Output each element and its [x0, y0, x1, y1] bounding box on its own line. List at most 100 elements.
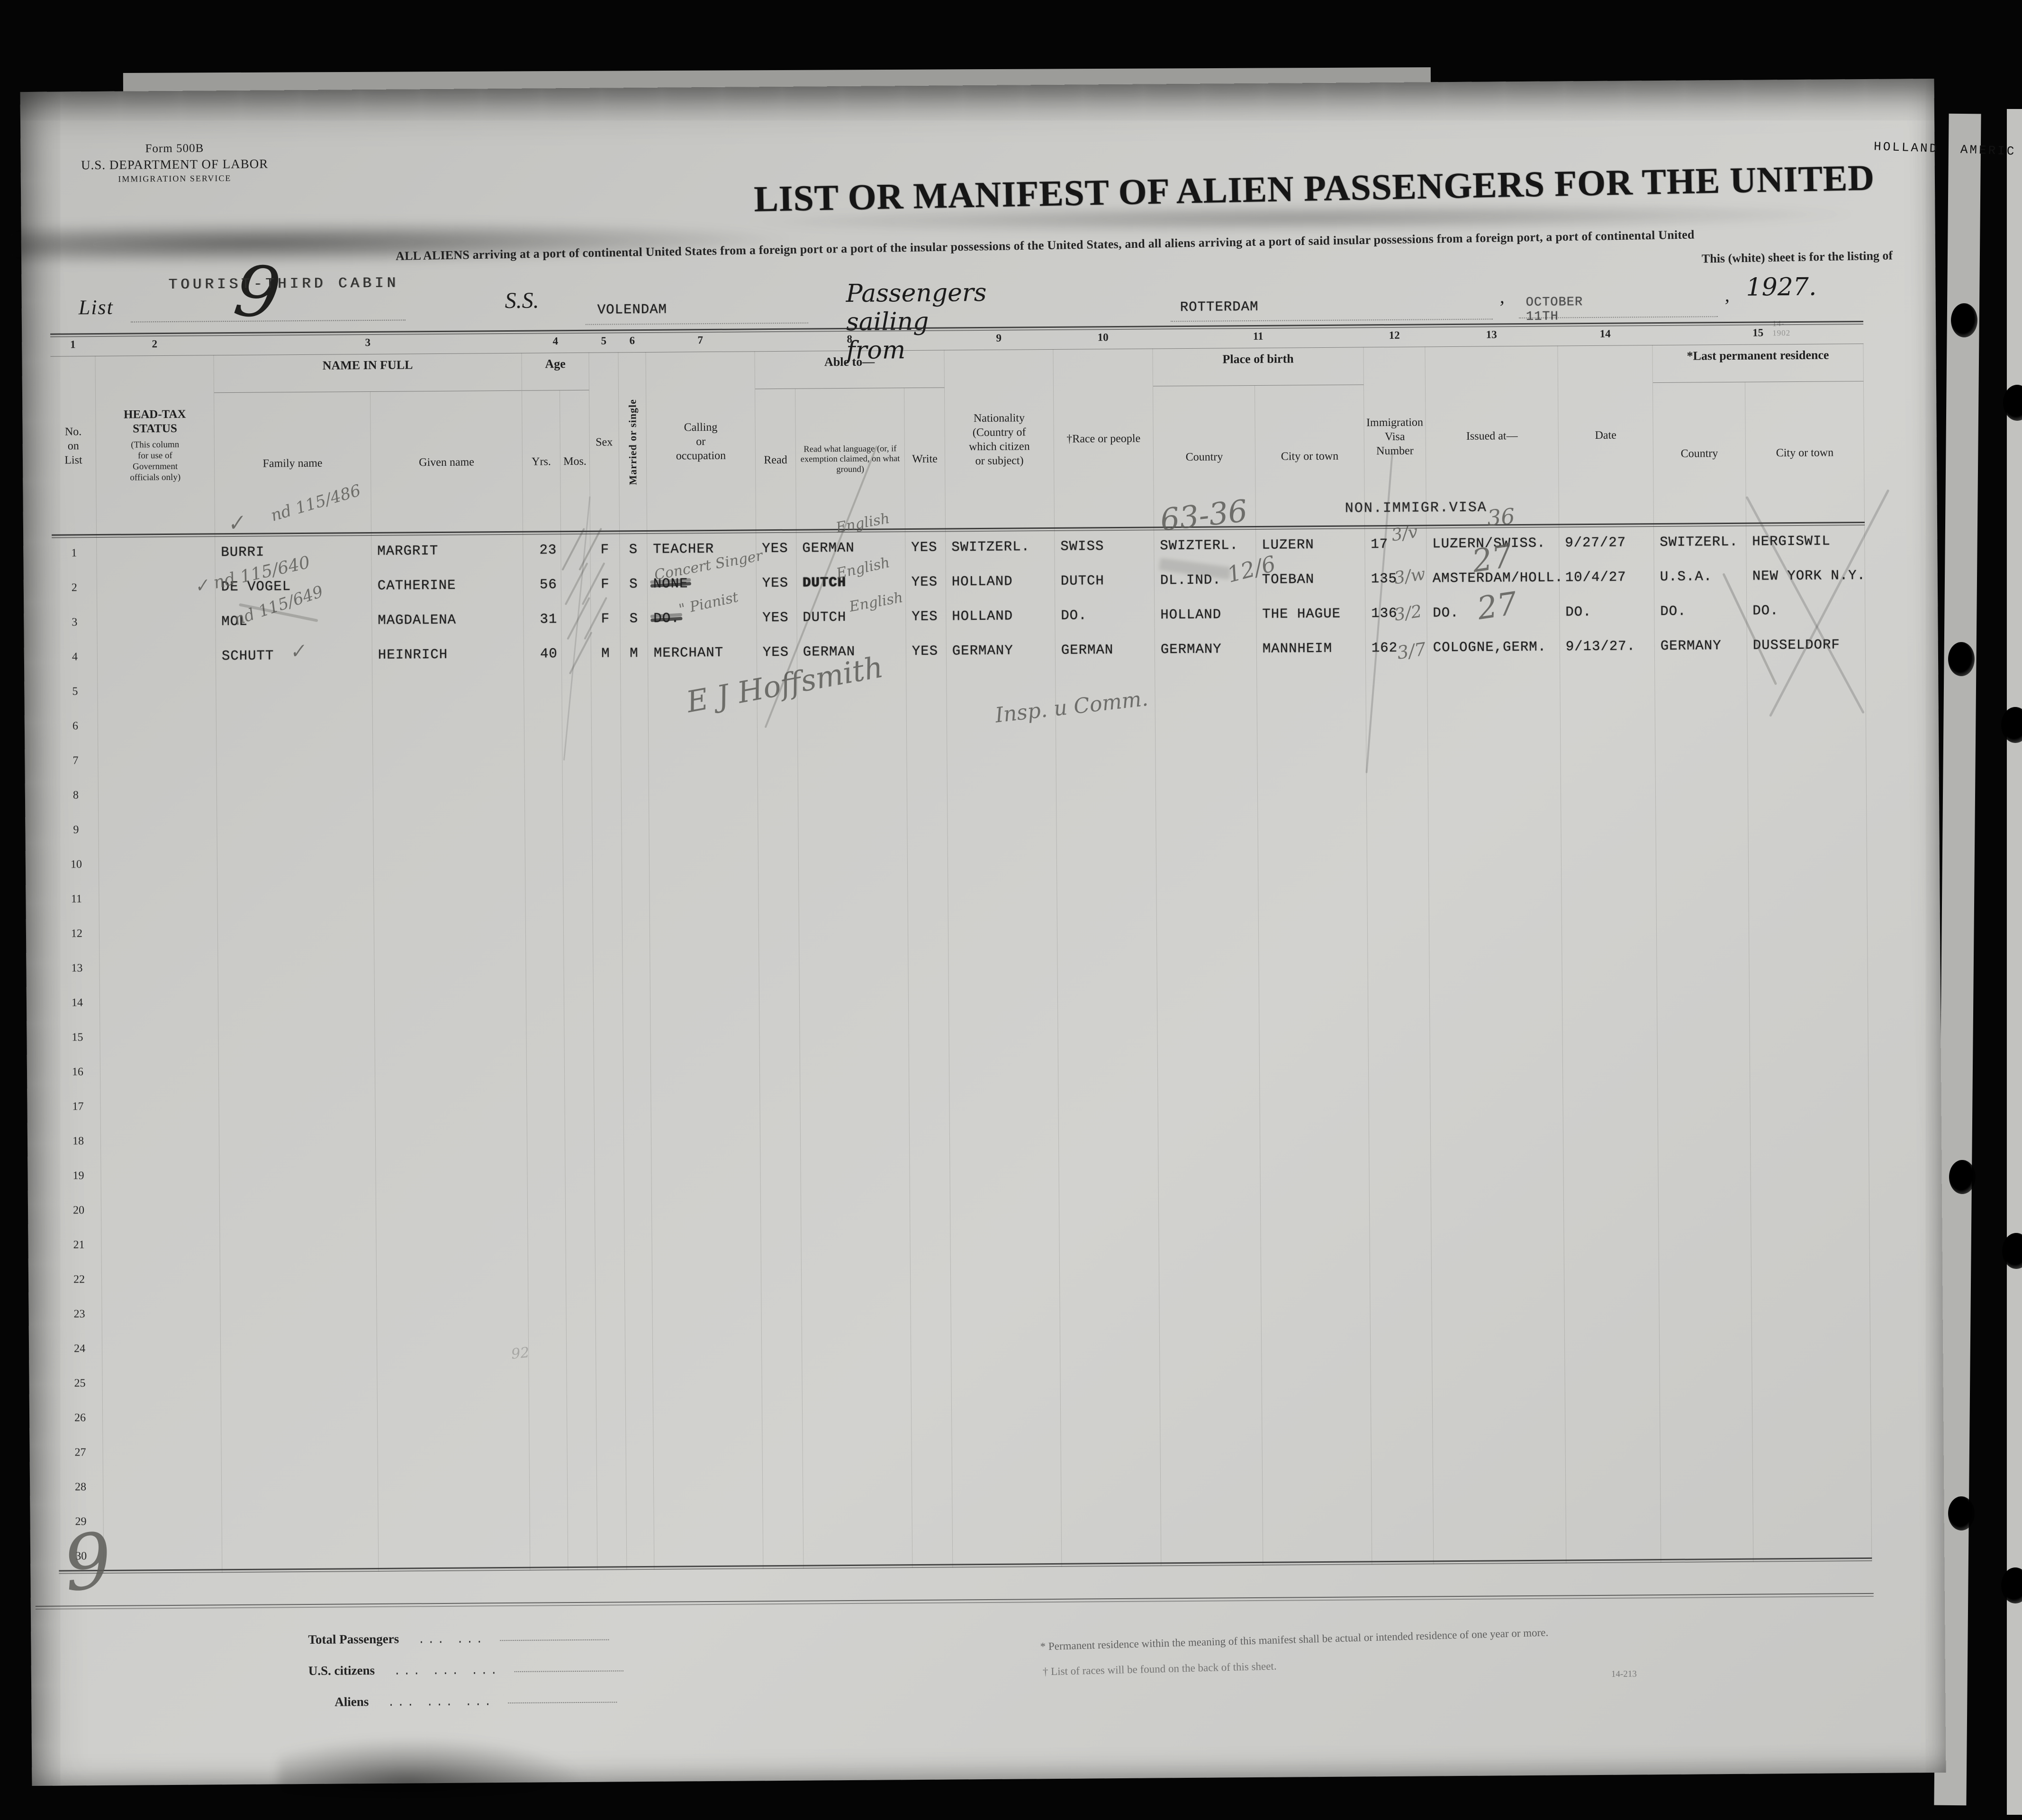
cell-lprc [1660, 1458, 1753, 1494]
cell-write [907, 841, 948, 877]
cell-visa [1369, 1114, 1431, 1150]
cell-given [373, 809, 525, 845]
value-race: DO. [1061, 607, 1087, 624]
cell-visa [1369, 1080, 1431, 1115]
cell-family [216, 672, 373, 708]
cell-lprc [1656, 870, 1749, 906]
row-number: 29 [58, 1504, 104, 1539]
cell-visa [1366, 665, 1428, 700]
cell-calling [649, 842, 759, 878]
cell-race [1060, 1393, 1161, 1429]
cell-mos [566, 1293, 596, 1329]
header-date: Date [1558, 345, 1654, 526]
cell-write [906, 703, 948, 738]
cell-sex [593, 947, 623, 982]
cell-ms: S [620, 566, 648, 602]
cell-yrs [528, 1224, 566, 1259]
cell-bcountry [1160, 1392, 1263, 1428]
cell-date [1565, 1355, 1660, 1391]
cell-ms [623, 981, 651, 1017]
header-issued-at: Issued at— [1425, 345, 1560, 527]
cell-given [373, 740, 525, 776]
value-lang: DUTCH [803, 609, 847, 625]
cell-write [908, 979, 949, 1015]
cell-write [910, 1152, 950, 1188]
value-ms: M [630, 645, 639, 661]
cell-visa [1367, 803, 1429, 839]
cell-lang [802, 1360, 912, 1396]
cell-race [1059, 1151, 1159, 1186]
cell-bcity [1260, 1115, 1370, 1150]
cell-given [377, 1294, 529, 1330]
cell-yrs [530, 1536, 569, 1571]
cell-mos [561, 636, 592, 671]
cell-issued [1428, 837, 1562, 873]
cell-lprc [1660, 1423, 1753, 1459]
cell-sex [594, 1016, 623, 1051]
cell-nationality [948, 909, 1058, 945]
cell-nationality [952, 1532, 1062, 1568]
cell-read [758, 807, 799, 843]
cell-mos [565, 1189, 596, 1225]
cell-lprc: GERMANY [1654, 628, 1748, 664]
cell-bcity [1260, 1150, 1370, 1185]
cell-lprcity [1752, 1457, 1872, 1493]
cell-visa [1370, 1287, 1432, 1323]
value-given: MARGRIT [377, 543, 439, 559]
cell-read [758, 877, 799, 912]
cell-date [1564, 1286, 1660, 1322]
cell-bcountry [1160, 1358, 1262, 1394]
cell-visa [1367, 872, 1429, 908]
cell-yrs: 40 [524, 636, 562, 671]
cell-family [221, 1364, 378, 1400]
cell-visa [1370, 1322, 1433, 1358]
cell-nationality [949, 1013, 1058, 1049]
cell-headtax [100, 1123, 220, 1159]
cell-mos [564, 947, 594, 983]
facing-page-edge-2 [2007, 109, 2022, 1815]
cell-calling [653, 1465, 763, 1501]
cell-lprcity [1750, 1111, 1869, 1147]
cell-headtax [103, 1469, 222, 1504]
cell-nationality [950, 1151, 1059, 1187]
column-number-2: 2 [152, 338, 158, 350]
cell-lprcity [1753, 1526, 1872, 1562]
value-lang: GERMAN [802, 540, 855, 556]
cell-date [1562, 871, 1657, 906]
cell-read [760, 1119, 801, 1154]
value-read: YES [762, 575, 789, 591]
cell-write: YES [906, 599, 947, 634]
cell-ms [623, 1120, 652, 1155]
total-passengers-row: Total Passengers ... ... [308, 1630, 623, 1664]
cell-read [757, 669, 798, 705]
cell-visa [1371, 1391, 1433, 1427]
cell-headtax [103, 1434, 222, 1470]
cell-read [762, 1395, 803, 1431]
column-number-1: 1 [70, 338, 76, 351]
cell-date [1563, 1148, 1659, 1183]
value-bcountry: HOLLAND [1160, 607, 1222, 623]
cell-bcity [1258, 838, 1368, 874]
cell-bcountry [1158, 1115, 1261, 1151]
cell-headtax [100, 1054, 219, 1090]
header-residence-city: City or town [1745, 381, 1865, 525]
department-name: U.S. DEPARTMENT OF LABOR [81, 156, 269, 172]
header-residence-country: Country [1652, 382, 1747, 525]
cell-lprcity: NEW YORK N.Y. [1746, 558, 1866, 594]
cell-mos [563, 878, 593, 914]
cell-lprc [1658, 1181, 1751, 1217]
cell-lprcity [1750, 1007, 1869, 1043]
row-number: 20 [56, 1193, 102, 1228]
cell-headtax [98, 708, 217, 744]
cell-family [217, 914, 375, 951]
cell-given [374, 982, 527, 1018]
cell-bcountry [1160, 1461, 1263, 1497]
row-number: 9 [54, 813, 99, 848]
cell-bcity: TOEBAN [1256, 561, 1366, 597]
cell-headtax [99, 915, 218, 951]
value-visa: 162 [1371, 640, 1398, 656]
cell-write [907, 772, 948, 807]
value-ms: S [629, 576, 638, 592]
cell-nationality [949, 1117, 1059, 1153]
port-underline [1171, 318, 1493, 322]
